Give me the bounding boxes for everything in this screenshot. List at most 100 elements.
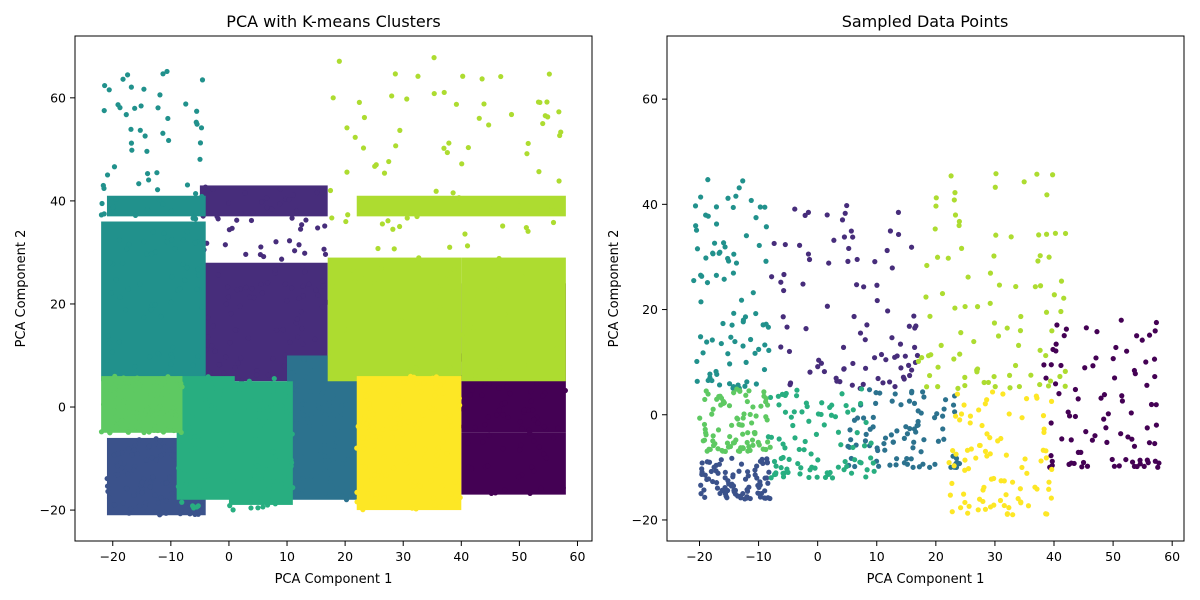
data-point xyxy=(157,383,164,389)
data-point xyxy=(718,340,724,347)
data-point xyxy=(154,170,160,176)
data-point xyxy=(370,434,377,440)
data-point xyxy=(195,487,201,493)
data-point xyxy=(358,482,364,488)
data-point xyxy=(746,388,752,394)
data-point xyxy=(129,147,135,153)
data-point xyxy=(750,442,756,448)
data-point xyxy=(1058,308,1064,315)
data-point xyxy=(476,115,482,121)
scatter-points xyxy=(98,55,568,518)
data-point xyxy=(155,389,161,396)
data-point xyxy=(765,495,771,501)
data-point xyxy=(710,250,716,256)
data-point xyxy=(367,405,373,411)
data-point xyxy=(722,469,728,476)
data-point xyxy=(164,480,170,486)
data-point xyxy=(418,389,424,395)
dense-point-region xyxy=(101,221,206,382)
data-point xyxy=(150,474,156,480)
data-point xyxy=(265,407,271,413)
data-point xyxy=(527,490,533,497)
data-point xyxy=(126,241,132,248)
data-point xyxy=(329,215,335,221)
data-point xyxy=(492,490,499,496)
data-point xyxy=(262,383,269,389)
data-point xyxy=(902,353,908,359)
data-point xyxy=(344,169,350,175)
data-point xyxy=(195,272,202,278)
data-point xyxy=(782,241,788,248)
data-point xyxy=(699,469,705,475)
data-point xyxy=(726,403,733,409)
data-point xyxy=(450,190,456,196)
data-point xyxy=(139,490,145,496)
data-point xyxy=(1113,344,1119,351)
data-point xyxy=(251,492,258,499)
data-point xyxy=(939,290,946,297)
data-point xyxy=(873,390,879,396)
data-point xyxy=(1004,325,1010,331)
data-point xyxy=(130,381,136,387)
y-tick-label: 20 xyxy=(50,296,66,311)
data-point xyxy=(354,445,360,451)
data-point xyxy=(116,383,122,390)
data-point xyxy=(500,412,506,418)
cluster-6 xyxy=(697,386,773,454)
data-point xyxy=(1146,440,1153,446)
data-point xyxy=(372,495,379,502)
data-point xyxy=(778,344,784,350)
data-point xyxy=(998,478,1004,484)
data-point xyxy=(1080,459,1087,466)
data-point xyxy=(1049,458,1055,464)
data-point xyxy=(464,243,471,249)
data-point xyxy=(256,407,262,413)
data-point xyxy=(209,380,216,386)
data-point xyxy=(198,125,205,131)
data-point xyxy=(1119,393,1125,399)
data-point xyxy=(107,430,113,436)
data-point xyxy=(1093,355,1099,361)
data-point xyxy=(908,456,914,462)
data-point xyxy=(402,457,408,463)
data-point xyxy=(708,468,714,475)
data-point xyxy=(1044,192,1050,198)
data-point xyxy=(160,130,166,136)
data-point xyxy=(787,382,793,388)
data-point xyxy=(137,281,143,287)
data-point xyxy=(137,127,143,133)
data-point xyxy=(744,488,751,494)
data-point xyxy=(707,371,713,377)
data-point xyxy=(883,357,889,363)
x-tick-label: 20 xyxy=(337,549,353,564)
data-point xyxy=(965,510,971,516)
data-point xyxy=(105,333,111,339)
data-point xyxy=(935,364,941,370)
data-point xyxy=(485,414,492,420)
data-point xyxy=(870,414,876,420)
data-point xyxy=(103,387,109,393)
data-point xyxy=(698,482,704,488)
data-point xyxy=(541,424,547,430)
data-point xyxy=(692,203,699,209)
data-point xyxy=(562,387,568,394)
data-point xyxy=(729,322,735,328)
data-point xyxy=(731,251,737,257)
data-point xyxy=(1053,341,1059,347)
data-point xyxy=(958,330,964,336)
data-point xyxy=(428,478,434,484)
data-point xyxy=(414,213,420,220)
data-point xyxy=(1043,352,1049,359)
data-point xyxy=(124,72,131,78)
data-point xyxy=(872,259,878,265)
data-point xyxy=(1034,486,1040,492)
data-point xyxy=(147,354,153,360)
data-point xyxy=(956,222,962,229)
data-point xyxy=(729,422,735,428)
data-point xyxy=(1054,322,1060,328)
data-point xyxy=(404,96,410,102)
data-point xyxy=(932,226,938,232)
data-point xyxy=(460,406,466,412)
data-point xyxy=(807,369,813,375)
data-point xyxy=(447,412,453,419)
